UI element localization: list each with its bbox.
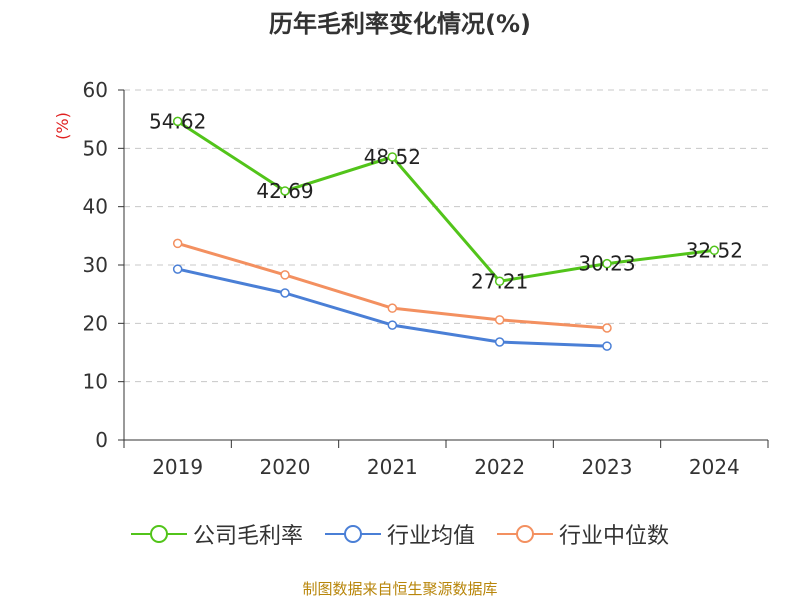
legend-item-industry-mean[interactable]: 行业均值	[324, 518, 475, 550]
y-axis-label: (%)	[53, 112, 72, 140]
legend-marker-industry-mean	[324, 525, 381, 543]
source-note: 制图数据来自恒生聚源数据库	[302, 580, 498, 598]
x-tick-label: 2022	[474, 455, 525, 479]
legend-label-industry-median: 行业中位数	[559, 524, 670, 549]
y-tick-label: 30	[83, 253, 108, 277]
legend: 公司毛利率 行业均值 行业中位数	[0, 518, 800, 550]
x-tick-label: 2021	[367, 455, 418, 479]
legend-label-industry-mean: 行业均值	[386, 524, 475, 549]
data-label: 42.69	[256, 179, 313, 203]
data-point	[709, 245, 720, 256]
data-point	[602, 341, 612, 351]
data-label: 48.52	[364, 145, 421, 169]
x-tick-label: 2023	[582, 455, 633, 479]
legend-marker-company	[130, 525, 187, 543]
data-point	[280, 186, 290, 196]
data-label: 54.62	[149, 109, 206, 133]
y-tick-label: 0	[95, 428, 108, 452]
data-point	[172, 264, 183, 274]
data-label: 30.23	[578, 252, 635, 276]
chart-title: 历年毛利率变化情况(%)	[269, 10, 531, 38]
data-point	[602, 258, 612, 269]
data-point	[387, 152, 398, 162]
x-tick-label: 2019	[152, 455, 203, 479]
data-label: 27.21	[471, 269, 528, 293]
y-tick-label: 40	[83, 195, 108, 219]
legend-item-company[interactable]: 公司毛利率	[130, 518, 303, 550]
data-point	[280, 270, 290, 280]
data-point	[387, 320, 398, 330]
data-point	[172, 238, 183, 249]
data-point	[602, 323, 612, 333]
legend-marker-industry-median	[497, 525, 553, 543]
x-tick-label: 2020	[260, 455, 311, 479]
x-tick-label: 2024	[689, 455, 740, 479]
data-point	[172, 116, 183, 127]
data-point	[494, 276, 505, 287]
series-line-0	[176, 120, 715, 283]
data-point	[494, 315, 505, 325]
y-tick-label: 50	[83, 136, 108, 160]
y-tick-label: 60	[83, 78, 108, 102]
legend-item-industry-median[interactable]: 行业中位数	[497, 518, 669, 550]
y-tick-label: 10	[83, 370, 108, 394]
legend-label-company: 公司毛利率	[192, 524, 303, 549]
series-line-2	[177, 241, 608, 330]
data-label: 32.52	[686, 238, 743, 262]
data-point	[280, 288, 290, 298]
data-point	[387, 303, 398, 313]
y-tick-label: 20	[83, 311, 108, 335]
data-point	[494, 337, 505, 347]
